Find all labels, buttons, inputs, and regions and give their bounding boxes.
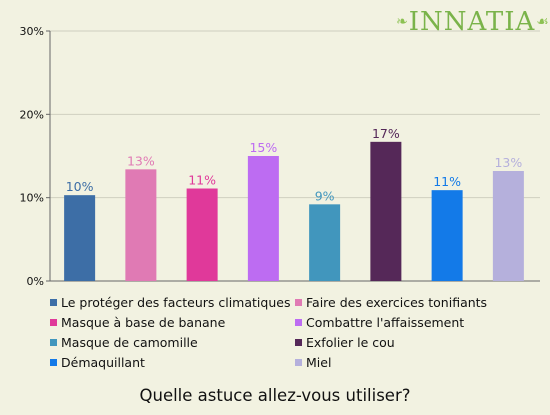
y-tick-label: 30%	[20, 25, 44, 38]
data-label: 11%	[188, 173, 216, 188]
innatia-logo: ❧ INNATIA ☙	[396, 4, 549, 40]
data-label: 13%	[494, 155, 522, 170]
chart-legend: Le protéger des facteurs climatiques Fair…	[50, 292, 540, 372]
legend-label: Masque de camomille	[61, 334, 198, 350]
data-label: 13%	[127, 153, 155, 168]
legend-label: Combattre l'affaissement	[306, 314, 465, 330]
bar	[64, 195, 96, 281]
logo-text: INNATIA	[408, 7, 536, 37]
legend-label: Masque à base de banane	[61, 314, 226, 330]
data-label: 9%	[315, 188, 335, 203]
legend-item: Masque à base de banane	[50, 312, 295, 332]
legend-label: Miel	[306, 354, 332, 370]
data-label: 15%	[249, 140, 277, 155]
legend-swatch	[295, 358, 302, 366]
bar	[370, 141, 402, 281]
legend-label: Le protéger des facteurs climatiques	[61, 294, 291, 310]
bar	[247, 156, 279, 281]
bar	[492, 171, 524, 281]
y-tick-label: 10%	[20, 192, 44, 205]
legend-item: Faire des exercices tonifiants	[295, 292, 540, 312]
bar	[186, 188, 218, 281]
legend-label: Démaquillant	[61, 354, 145, 370]
legend-item: Masque de camomille	[50, 332, 295, 352]
legend-swatch	[50, 358, 57, 366]
legend-item: Combattre l'affaissement	[295, 312, 540, 332]
poll-question: Quelle astuce allez-vous utiliser?	[139, 386, 411, 405]
data-label: 17%	[372, 126, 400, 141]
bar	[125, 169, 157, 281]
legend-label: Exfolier le cou	[306, 334, 395, 350]
data-label: 11%	[433, 174, 461, 189]
legend-item: Miel	[295, 352, 540, 372]
legend-swatch	[50, 338, 57, 346]
legend-item: Exfolier le cou	[295, 332, 540, 352]
legend-swatch	[295, 318, 302, 326]
bar	[431, 190, 463, 281]
logo-left-ornament-icon: ❧	[396, 14, 408, 30]
legend-swatch	[50, 318, 57, 326]
bar	[309, 204, 341, 281]
y-tick-label: 0%	[27, 275, 44, 288]
legend-swatch	[50, 298, 57, 306]
legend-item: Le protéger des facteurs climatiques	[50, 292, 295, 312]
legend-swatch	[295, 298, 302, 306]
y-tick-label: 20%	[20, 108, 44, 121]
data-label: 10%	[66, 179, 94, 194]
legend-item: Démaquillant	[50, 352, 295, 372]
logo-right-ornament-icon: ☙	[536, 14, 549, 30]
legend-label: Faire des exercices tonifiants	[306, 294, 488, 310]
legend-swatch	[295, 338, 302, 346]
